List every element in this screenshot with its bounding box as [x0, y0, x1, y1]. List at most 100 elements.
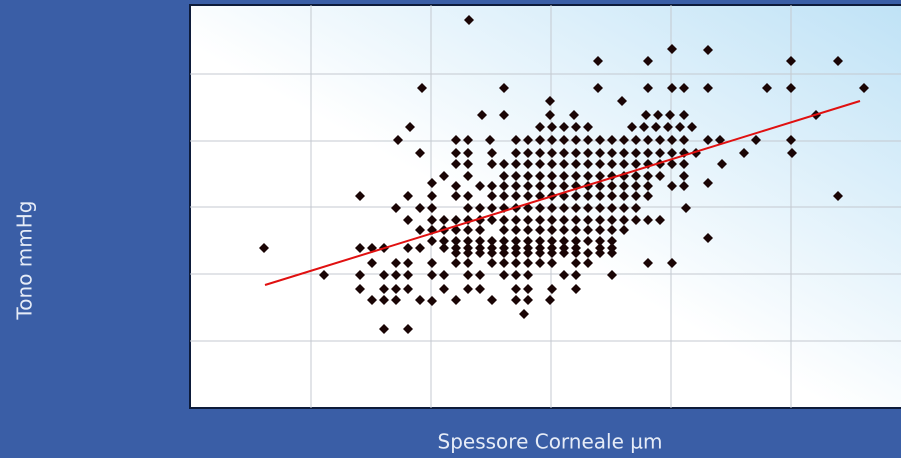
point	[571, 284, 581, 294]
point	[569, 110, 579, 120]
point	[475, 225, 485, 235]
point	[667, 135, 677, 145]
point	[547, 215, 557, 225]
point	[523, 215, 533, 225]
point	[571, 135, 581, 145]
point	[571, 258, 581, 268]
point	[511, 135, 521, 145]
point	[631, 181, 641, 191]
point	[667, 181, 677, 191]
point	[439, 243, 449, 253]
point	[499, 159, 509, 169]
point	[535, 181, 545, 191]
point	[675, 122, 685, 132]
point	[571, 215, 581, 225]
point	[559, 225, 569, 235]
point	[595, 181, 605, 191]
point	[607, 270, 617, 280]
point	[667, 258, 677, 268]
trend-line	[264, 100, 861, 286]
point	[451, 148, 461, 158]
point	[499, 191, 509, 201]
point	[571, 225, 581, 235]
point	[485, 135, 495, 145]
point	[595, 248, 605, 258]
point	[631, 148, 641, 158]
point	[487, 148, 497, 158]
point	[523, 236, 533, 246]
point	[571, 236, 581, 246]
point	[487, 248, 497, 258]
point	[547, 225, 557, 235]
point	[739, 148, 749, 158]
point	[619, 135, 629, 145]
point	[451, 236, 461, 246]
point	[679, 110, 689, 120]
point	[463, 148, 473, 158]
point	[545, 96, 555, 106]
point	[415, 295, 425, 305]
point	[663, 122, 673, 132]
point	[643, 56, 653, 66]
point	[703, 83, 713, 93]
point	[535, 225, 545, 235]
point	[667, 83, 677, 93]
point	[391, 270, 401, 280]
point	[643, 191, 653, 201]
point	[487, 203, 497, 213]
point	[559, 248, 569, 258]
point	[571, 248, 581, 258]
point	[367, 258, 377, 268]
point	[583, 191, 593, 201]
point	[687, 122, 697, 132]
point	[523, 159, 533, 169]
y-axis-label: Tono mmHg	[13, 200, 37, 320]
point	[439, 236, 449, 246]
point	[595, 236, 605, 246]
point	[451, 258, 461, 268]
point	[355, 191, 365, 201]
point	[679, 159, 689, 169]
point	[523, 284, 533, 294]
point	[655, 215, 665, 225]
point	[451, 295, 461, 305]
point	[511, 258, 521, 268]
point	[583, 225, 593, 235]
point	[487, 191, 497, 201]
point	[439, 171, 449, 181]
point	[571, 203, 581, 213]
point	[451, 215, 461, 225]
point	[547, 284, 557, 294]
point	[607, 215, 617, 225]
point	[833, 56, 843, 66]
point	[641, 110, 651, 120]
point	[535, 135, 545, 145]
point	[667, 159, 677, 169]
point	[653, 110, 663, 120]
point	[786, 83, 796, 93]
point	[535, 148, 545, 158]
point	[355, 243, 365, 253]
point	[523, 135, 533, 145]
point	[547, 122, 557, 132]
point	[523, 191, 533, 201]
point	[499, 171, 509, 181]
marks	[259, 15, 869, 334]
point	[559, 135, 569, 145]
point	[679, 135, 689, 145]
point	[583, 258, 593, 268]
point	[679, 171, 689, 181]
point	[651, 122, 661, 132]
point	[619, 181, 629, 191]
point	[559, 236, 569, 246]
point	[427, 215, 437, 225]
point	[571, 148, 581, 158]
point	[643, 181, 653, 191]
point	[593, 83, 603, 93]
point	[631, 135, 641, 145]
point	[511, 248, 521, 258]
point	[439, 270, 449, 280]
point	[487, 295, 497, 305]
point	[523, 225, 533, 235]
